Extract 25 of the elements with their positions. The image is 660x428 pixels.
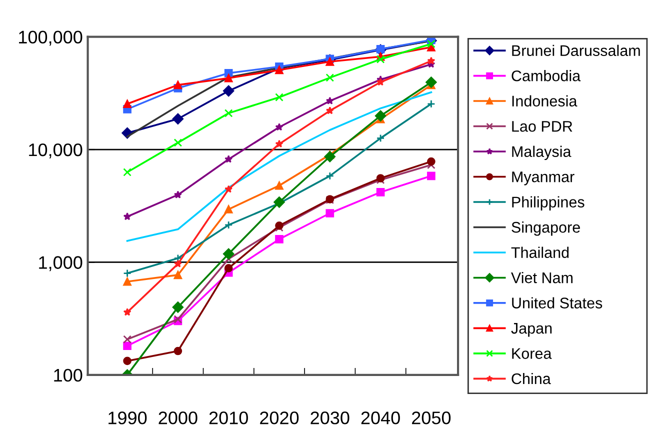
legend-label: Lao PDR [512,121,572,132]
x-tick-label: 2030 [310,412,350,424]
legend-label: Japan [511,323,552,337]
legend-label: Malaysia [512,146,572,160]
x-tick-label: 2050 [412,412,451,424]
legend-label: Singapore [512,222,580,236]
legend-label: Myanmar [512,172,574,186]
x-tick-label: 2040 [361,412,400,424]
y-tick-label: 100 [54,368,82,382]
legend-label: Indonesia [512,95,578,107]
legend-label: Brunei Darussalam [512,44,640,56]
legend-label: Thailand [511,246,569,258]
y-tick-label: 1,000 [39,256,82,272]
legend-label: China [512,372,551,384]
x-tick-label: 2020 [260,412,299,424]
x-tick-label: 2000 [158,412,198,424]
y-tick-label: 100,000 [19,30,82,46]
legend-label: Cambodia [512,70,581,82]
legend-label: Viet Nam [511,272,573,284]
legend-label: Korea [512,348,552,359]
legend-label: Philippines [512,196,584,211]
x-tick-label: 2010 [209,412,248,424]
y-tick-label: 10,000 [29,143,82,158]
x-tick-label: 1990 [108,412,147,424]
legend-label: United States [512,297,602,308]
